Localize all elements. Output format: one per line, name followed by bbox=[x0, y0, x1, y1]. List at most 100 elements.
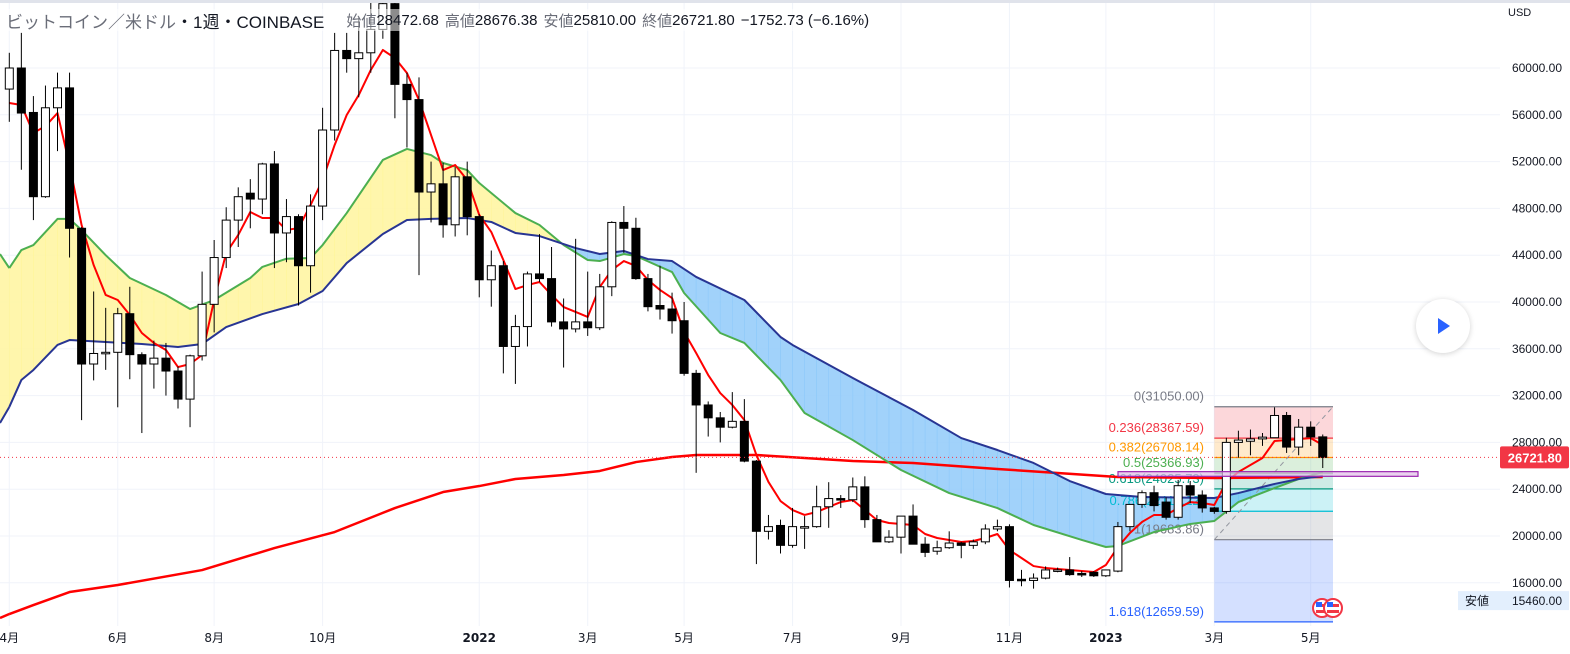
candle bbox=[28, 96, 38, 221]
candle-body-down bbox=[1185, 485, 1195, 496]
candle-body-up bbox=[366, 28, 376, 54]
candle-body-up bbox=[800, 526, 810, 529]
top-border bbox=[0, 0, 1570, 3]
candle bbox=[896, 515, 906, 554]
candle-body-down bbox=[715, 417, 725, 428]
candle-body-up bbox=[185, 355, 195, 400]
candle-body-down bbox=[414, 99, 424, 193]
chart-overlays bbox=[0, 456, 1500, 618]
candle bbox=[884, 530, 894, 544]
candle-body-down bbox=[860, 486, 870, 521]
candle-body-up bbox=[1294, 426, 1304, 448]
candle-body-down bbox=[137, 354, 147, 365]
candle bbox=[161, 342, 171, 396]
candle bbox=[1004, 524, 1014, 588]
low-label: 安値 bbox=[543, 12, 574, 30]
candle bbox=[968, 539, 978, 549]
flag-stripe bbox=[1327, 610, 1339, 613]
flag-circle bbox=[1323, 598, 1343, 618]
time-axis[interactable]: 4月 6月 8月 10月 2022 3月 5月 7月 9月 11月 2023 3月 5月 bbox=[0, 631, 1321, 645]
candle-body-down bbox=[667, 308, 677, 322]
price-axis[interactable]: 60000.00 56000.00 52000.00 48000.00 44000.00… bbox=[1458, 61, 1569, 611]
us-flag-icon[interactable] bbox=[1323, 598, 1343, 618]
candle bbox=[486, 250, 496, 307]
candle-body-up bbox=[197, 303, 207, 357]
currency-label[interactable]: USD bbox=[1508, 7, 1532, 19]
candle-body-down bbox=[535, 273, 544, 280]
candle bbox=[595, 273, 605, 331]
time-tick-label: 2022 bbox=[463, 631, 496, 645]
candle bbox=[1077, 571, 1087, 577]
time-tick-label: 2023 bbox=[1089, 631, 1122, 645]
price-tick-label: 20000.00 bbox=[1512, 529, 1562, 543]
cloud-segment-bearish bbox=[1093, 489, 1107, 548]
candle bbox=[1065, 557, 1075, 576]
candle bbox=[619, 206, 629, 253]
fib-zone-0.382 bbox=[1214, 457, 1333, 474]
candle-body-up bbox=[354, 52, 364, 60]
play-button[interactable] bbox=[1416, 299, 1470, 353]
candle bbox=[1149, 485, 1159, 512]
candle-body-up bbox=[944, 542, 954, 549]
candle bbox=[1161, 497, 1171, 520]
symbol-name[interactable]: ビットコイン／米ドル bbox=[6, 12, 176, 32]
candle bbox=[631, 217, 641, 280]
candle-body-down bbox=[956, 542, 966, 546]
price-tick-label: 28000.00 bbox=[1512, 435, 1562, 449]
candle-body-up bbox=[233, 196, 243, 221]
fib-level-label: 0(31050.00) bbox=[1134, 389, 1204, 404]
candle bbox=[390, 0, 400, 119]
candle-body-up bbox=[450, 176, 460, 226]
time-tick-label: 3月 bbox=[578, 631, 598, 645]
candle bbox=[257, 162, 267, 215]
cloud-segment-bullish bbox=[141, 283, 155, 346]
candle bbox=[992, 519, 1002, 532]
candle bbox=[920, 537, 930, 558]
price-tick-label: 60000.00 bbox=[1512, 61, 1562, 75]
time-tick-label: 8月 bbox=[204, 631, 224, 645]
candle bbox=[113, 307, 123, 408]
fib-level-label: 0.5(25366.93) bbox=[1123, 455, 1204, 470]
cloud-segment-bullish bbox=[33, 231, 46, 371]
cloud-segment-bullish bbox=[165, 294, 179, 348]
candle-body-up bbox=[510, 326, 520, 347]
candle bbox=[510, 314, 520, 384]
candle-body-up bbox=[824, 498, 834, 508]
candle bbox=[1209, 506, 1219, 514]
candle bbox=[450, 167, 460, 237]
candle-body-up bbox=[209, 257, 219, 305]
candle-body-down bbox=[1017, 578, 1026, 582]
candle bbox=[1137, 490, 1147, 508]
cloud-segment-bullish bbox=[262, 262, 275, 315]
candle bbox=[40, 85, 50, 198]
candle-body-down bbox=[161, 357, 171, 372]
candle bbox=[643, 273, 653, 312]
open-label: 始値 bbox=[346, 12, 377, 30]
candle-body-up bbox=[281, 216, 291, 234]
candle-body-down bbox=[474, 216, 484, 281]
cloud-segment-bearish bbox=[1021, 458, 1034, 526]
candle bbox=[836, 495, 846, 508]
cloud-segment-bearish bbox=[719, 288, 733, 339]
candle bbox=[848, 477, 858, 503]
low-marker-badge bbox=[1458, 591, 1569, 611]
candle bbox=[607, 221, 617, 297]
cloud-segment-bullish bbox=[358, 176, 372, 254]
time-tick-label: 11月 bbox=[996, 631, 1023, 645]
cloud-segment-bearish bbox=[985, 445, 998, 509]
candle-body-up bbox=[1029, 577, 1039, 581]
highlight-zone-rectangle[interactable] bbox=[1117, 471, 1419, 477]
cloud-segment-bearish bbox=[816, 357, 830, 428]
candle-body-down bbox=[1318, 436, 1328, 458]
cloud-segment-bearish bbox=[997, 449, 1010, 515]
candle-body-down bbox=[776, 524, 785, 546]
candle-body-down bbox=[1149, 492, 1159, 507]
cloud-segment-bearish bbox=[948, 430, 962, 498]
candle-body-up bbox=[1173, 485, 1183, 518]
high-value: 28676.38 bbox=[474, 11, 538, 29]
candle-body-down bbox=[173, 370, 183, 400]
candle bbox=[824, 482, 834, 528]
fib-level-label: 0.382(26708.14) bbox=[1109, 440, 1204, 455]
candle bbox=[1306, 421, 1316, 446]
